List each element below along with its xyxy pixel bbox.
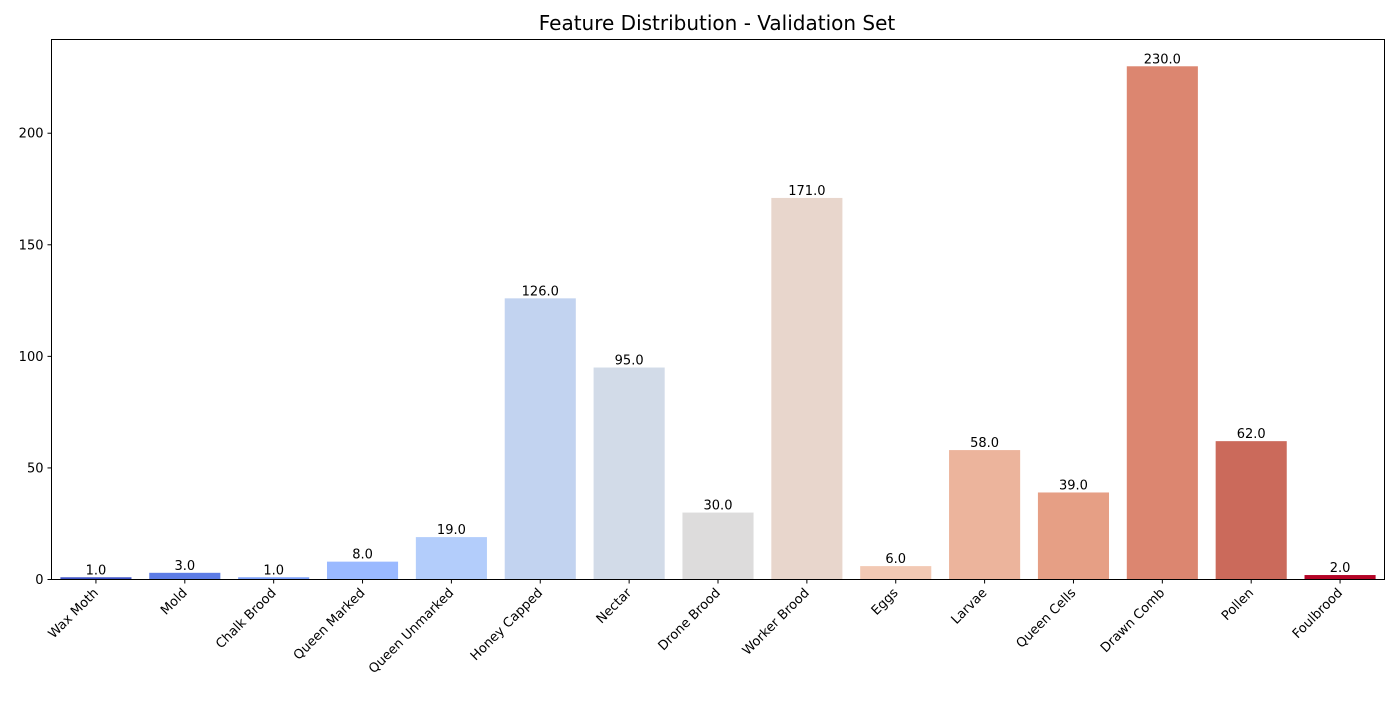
bar [860,566,932,580]
bar [504,298,576,580]
y-tick-label: 50 [27,461,44,476]
bar [1215,441,1287,580]
bar [593,367,665,580]
x-tick-label: Worker Brood [740,586,813,659]
x-tick-label: Queen Cells [1014,586,1080,652]
bar [949,450,1021,580]
data-label: 30.0 [704,499,733,514]
data-label: 126.0 [522,284,559,299]
x-tick-label: Larvae [949,586,991,628]
plot-frame [51,39,1385,580]
y-tick-label: 150 [19,238,44,253]
data-label: 2.0 [1330,561,1351,576]
x-tick-label: Drawn Comb [1098,586,1168,656]
data-label: 1.0 [263,563,284,578]
x-tick-label: Foulbrood [1290,586,1346,642]
data-label: 62.0 [1237,427,1266,442]
bar [149,572,221,580]
data-label: 6.0 [885,552,906,567]
data-label: 95.0 [615,354,644,369]
data-label: 39.0 [1059,478,1088,493]
chart-title: Feature Distribution - Validation Set [539,11,896,35]
bar [682,512,754,580]
bar [238,577,310,580]
data-label: 171.0 [788,184,825,199]
bar [1037,492,1110,580]
bar [771,197,843,580]
bars [60,66,1376,580]
bar [326,561,399,580]
x-tick-label: Queen Unmarked [366,586,457,677]
x-tick-label: Nectar [594,585,636,627]
bar [1304,575,1376,580]
x-tick-label: Pollen [1219,586,1257,624]
y-tick-label: 100 [19,350,44,365]
x-tick-label: Eggs [869,586,902,619]
data-label: 1.0 [86,563,107,578]
x-tick-label: Chalk Brood [213,586,279,652]
data-label: 19.0 [437,523,466,538]
x-tick-label: Queen Marked [291,586,369,664]
data-labels: 1.0 3.0 1.0 8.0 19.0 126.0 95.0 30.0 171.0 6.0 58.… [86,52,1351,578]
x-tick-label: Mold [158,586,191,619]
data-label: 3.0 [174,559,195,574]
data-label: 8.0 [352,548,373,563]
data-label: 58.0 [970,436,999,451]
x-tick-label: Honey Capped [468,586,546,664]
x-axis: Wax Moth Mold Chalk Brood Queen MarkedQueen… [46,579,1346,677]
bar [415,537,487,580]
bar [60,577,132,580]
x-tick-label: Wax Moth [46,586,102,642]
y-tick-label: 200 [19,127,44,142]
data-label: 230.0 [1144,52,1181,67]
y-axis: 0 50 100 150 200 [19,127,52,588]
x-tick-label: Drone Brood [656,586,724,654]
y-tick-label: 0 [35,573,43,588]
bar [1126,66,1198,580]
